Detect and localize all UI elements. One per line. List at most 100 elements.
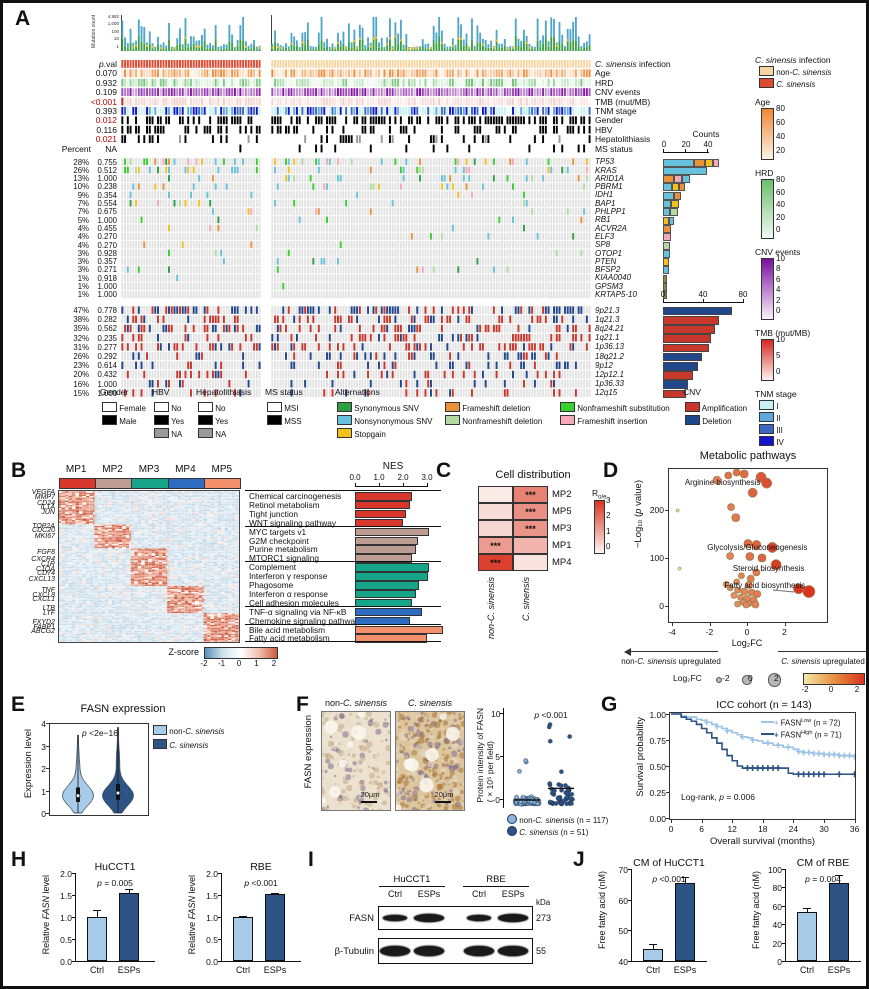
gene-pval: 0.354 xyxy=(97,190,117,200)
barchart-pvalue: p = 0.005 xyxy=(97,878,133,888)
cnv-count-bar xyxy=(663,380,688,389)
cell-distribution-cell xyxy=(478,486,513,503)
gene-count-bar xyxy=(663,208,678,217)
panel-d-label: D xyxy=(603,459,619,482)
barchart-ytick: 50 xyxy=(618,926,628,937)
annotation-row-label: Hepatolithiasis xyxy=(595,134,651,145)
blot-band xyxy=(414,946,444,956)
cnv-count-bar xyxy=(663,362,698,371)
counts-axis-tick: 20 xyxy=(681,140,691,149)
panel-h-qpcr: HuCCT1 Relative FASN level 2.0 1.5 1.0 0.5 0.0… xyxy=(3,848,308,986)
gene-count-segment xyxy=(671,200,679,208)
pathway-name: TNF-α signaling via NF-κB xyxy=(249,606,347,617)
legend-title: CNV events xyxy=(755,247,801,257)
size-legend-tick: 2 xyxy=(774,673,779,683)
expression-heatmap-canvas xyxy=(58,490,240,643)
cnv-pval: 0.432 xyxy=(97,370,117,380)
size-legend-dot xyxy=(742,675,752,685)
zscore-tick: 2 xyxy=(271,659,277,668)
gene-count-bar xyxy=(663,283,668,291)
survival-xtickmark xyxy=(671,820,672,823)
gene-percent: 10% xyxy=(73,182,89,192)
legend-gradient-tick: 60 xyxy=(776,118,785,127)
heatmap-gene-label: IL1A xyxy=(40,504,55,512)
heatmap-gene-label: JUN xyxy=(41,508,55,516)
cnv-axis-tick: 80 xyxy=(738,290,748,299)
gene-count-segment xyxy=(694,158,705,167)
barchart-ytickmark xyxy=(781,905,785,907)
gene-count-bar xyxy=(663,233,672,242)
barchart-ylabel: Relative FASN level xyxy=(187,875,197,955)
barchart-pvalue: p <0.001 xyxy=(244,878,278,888)
pathway-divider xyxy=(245,605,441,607)
pathway-name: MTORC1 signaling xyxy=(249,553,319,564)
survival-xtickmark xyxy=(732,820,734,823)
counts-axis-tick: 40 xyxy=(703,140,713,149)
pathway-name: Complement xyxy=(249,562,297,573)
gene-pval: 0.675 xyxy=(97,207,117,217)
blot-kda-label: kDa xyxy=(536,898,551,907)
mutation-count-tick: 10 xyxy=(113,36,119,42)
survival-frame xyxy=(669,712,856,820)
metabolic-annotation: Steroid biosynthesis xyxy=(732,563,805,573)
panel-b-label: B xyxy=(11,459,27,482)
barchart-ytickmark xyxy=(781,869,785,870)
pathway-name: Interferon α response xyxy=(249,588,329,599)
panel-i-western-blot: HuCCT1 RBE Ctrl ESPs Ctrl ESPs kDa FASN 273 β-Tub… xyxy=(308,848,573,986)
gene-name: BAP1 xyxy=(595,198,616,208)
violin-ytick: 2 xyxy=(41,764,46,774)
barchart-ytick: 40 xyxy=(772,920,782,931)
barchart-title: CM of RBE xyxy=(796,857,850,869)
gene-pval: 0.554 xyxy=(97,199,117,208)
roe-legend-tick: 2 xyxy=(606,511,611,521)
legend-item: Yes xyxy=(154,415,304,426)
gene-name: BFSP2 xyxy=(595,265,621,275)
annotation-row-label: TNM stage xyxy=(595,106,637,116)
barchart-ytickmark xyxy=(627,869,631,870)
gene-percent: 13% xyxy=(73,174,89,184)
nes-axis-tickmark xyxy=(403,483,404,486)
metabolic-xtick: -2 xyxy=(705,627,714,637)
barchart-ytick: 1.5 xyxy=(60,891,72,901)
gene-pval: 1.000 xyxy=(97,282,117,291)
barchart-title: HuCCT1 xyxy=(94,861,136,873)
survival-ytick: 0.00 xyxy=(649,814,666,824)
survival-legend-item: + FASNLow (n = 72) xyxy=(761,718,861,728)
gene-pval: 0.270 xyxy=(97,232,117,242)
barchart-ytickmark xyxy=(217,917,221,918)
barchart-ytickmark xyxy=(781,942,785,944)
heatmap-gene-label: CXCL8 xyxy=(32,591,55,599)
nes-axis-tick: 1.0 xyxy=(373,473,385,482)
nes-bar xyxy=(355,518,403,528)
mp-column-colorbar xyxy=(167,478,206,489)
protein-ytickmark xyxy=(500,756,503,757)
metabolic-annotation: Glycolysis/Gluconeogenesis xyxy=(707,543,808,553)
annotation-row-label: Age xyxy=(595,68,611,79)
cnv-region-name: 1q21.1 xyxy=(595,333,620,343)
metabolic-xtickmark xyxy=(709,623,711,626)
heatmap-gene-label: ABCG2 xyxy=(31,628,55,636)
gene-pval: 0.238 xyxy=(97,182,117,192)
bar-xlabel: Ctrl xyxy=(90,965,104,975)
bar-ctrl xyxy=(797,912,817,961)
bar-xlabel: ESPs xyxy=(673,965,697,975)
metabolic-xtick: 2 xyxy=(782,627,787,637)
pathway-name: MYC targets v1 xyxy=(249,526,307,537)
legend-group-title: HBV xyxy=(152,387,170,397)
barchart-pvalue: p = 0.004 xyxy=(805,874,841,884)
protein-ytickmark xyxy=(500,713,503,714)
heatmap-gene-label: TNF xyxy=(41,586,55,594)
error-bar-line xyxy=(807,907,808,913)
survival-xtick: 12 xyxy=(727,824,737,834)
cnv-percent: 23% xyxy=(73,361,89,371)
metabolic-xtick: -4 xyxy=(668,627,676,637)
gene-count-bar xyxy=(663,249,671,258)
legend-item: II xyxy=(759,412,866,423)
legend-gradient-tick: 0 xyxy=(776,306,781,315)
pathway-name: Interferon γ response xyxy=(249,571,328,582)
gene-count-segment xyxy=(663,283,668,291)
barchart-ytickmark xyxy=(217,895,221,896)
legend-gradient-tick: 80 xyxy=(776,175,785,184)
protein-yaxis-line xyxy=(503,708,505,808)
annotation-pval: 0.070 xyxy=(95,68,117,79)
